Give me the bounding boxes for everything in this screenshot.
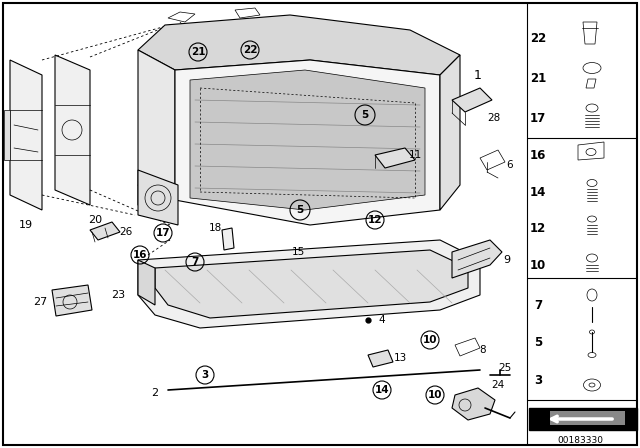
- Text: 2: 2: [152, 388, 159, 398]
- Polygon shape: [440, 55, 460, 210]
- Text: 5: 5: [534, 336, 542, 349]
- Text: 17: 17: [156, 228, 170, 238]
- Text: 14: 14: [374, 385, 389, 395]
- Text: 21: 21: [191, 47, 205, 57]
- Polygon shape: [375, 148, 415, 168]
- Text: 14: 14: [530, 185, 546, 198]
- Polygon shape: [138, 15, 460, 75]
- Text: 5: 5: [296, 205, 303, 215]
- Text: 9: 9: [504, 255, 511, 265]
- Polygon shape: [4, 110, 10, 160]
- Text: 6: 6: [507, 160, 513, 170]
- Text: 3: 3: [534, 374, 542, 387]
- Text: 23: 23: [111, 290, 125, 300]
- Polygon shape: [452, 240, 502, 278]
- Text: 00183330: 00183330: [557, 435, 603, 444]
- Text: 7: 7: [534, 298, 542, 311]
- Text: 3: 3: [202, 370, 209, 380]
- Text: 19: 19: [19, 220, 33, 230]
- Text: 28: 28: [488, 113, 500, 123]
- Polygon shape: [452, 388, 495, 420]
- Polygon shape: [550, 411, 625, 425]
- Polygon shape: [10, 60, 42, 210]
- Polygon shape: [452, 88, 492, 112]
- Text: 8: 8: [480, 345, 486, 355]
- Text: 17: 17: [530, 112, 546, 125]
- Text: 22: 22: [243, 45, 257, 55]
- Text: 27: 27: [33, 297, 47, 307]
- Text: 15: 15: [291, 247, 305, 257]
- Polygon shape: [138, 170, 178, 225]
- Polygon shape: [190, 70, 425, 210]
- Text: 18: 18: [209, 223, 221, 233]
- Polygon shape: [175, 60, 440, 225]
- Text: 7: 7: [191, 257, 198, 267]
- Text: 4: 4: [379, 315, 385, 325]
- Polygon shape: [138, 185, 175, 220]
- Text: 5: 5: [362, 110, 369, 120]
- Polygon shape: [138, 240, 480, 328]
- Text: 10: 10: [428, 390, 442, 400]
- Text: 10: 10: [530, 258, 546, 271]
- Polygon shape: [529, 408, 637, 430]
- Polygon shape: [222, 228, 234, 250]
- Polygon shape: [138, 260, 155, 305]
- Text: 10: 10: [423, 335, 437, 345]
- Polygon shape: [138, 50, 175, 200]
- Text: 11: 11: [408, 150, 422, 160]
- Text: 21: 21: [530, 72, 546, 85]
- Polygon shape: [368, 350, 393, 367]
- Polygon shape: [55, 55, 90, 205]
- Text: 24: 24: [492, 380, 504, 390]
- Text: 22: 22: [530, 31, 546, 44]
- Polygon shape: [155, 250, 468, 318]
- Text: 25: 25: [499, 363, 511, 373]
- Text: 12: 12: [368, 215, 382, 225]
- Text: 1: 1: [474, 69, 482, 82]
- Text: 12: 12: [530, 221, 546, 234]
- Polygon shape: [52, 285, 92, 316]
- Polygon shape: [90, 222, 120, 240]
- Text: 16: 16: [530, 148, 546, 161]
- Text: 16: 16: [132, 250, 147, 260]
- Text: 20: 20: [88, 215, 102, 225]
- Text: 26: 26: [120, 227, 132, 237]
- Text: 13: 13: [394, 353, 406, 363]
